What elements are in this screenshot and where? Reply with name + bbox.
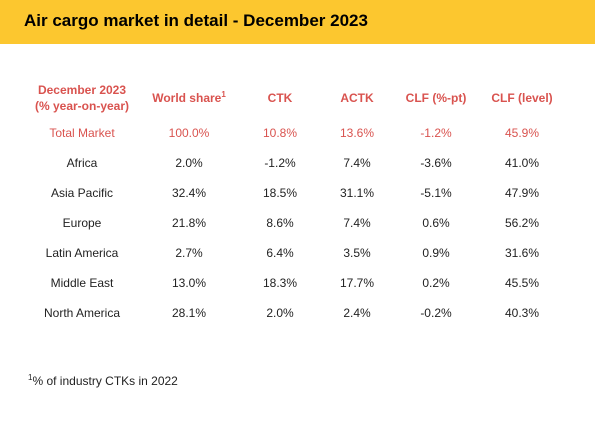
column-header-clf-level: CLF (level) xyxy=(478,78,566,118)
page-title: Air cargo market in detail - December 20… xyxy=(24,11,368,31)
column-header-world-share-label: World share xyxy=(152,91,221,105)
cell-clf-pt: -5.1% xyxy=(394,178,478,208)
cell-region: Asia Pacific xyxy=(26,178,138,208)
column-header-clf-pt: CLF (%-pt) xyxy=(394,78,478,118)
table-row-total: Total Market 100.0% 10.8% 13.6% -1.2% 45.9% xyxy=(26,118,566,148)
table-row: Europe 21.8% 8.6% 7.4% 0.6% 56.2% xyxy=(26,208,566,238)
cell-ctk: 18.5% xyxy=(240,178,320,208)
cell-ctk: 6.4% xyxy=(240,238,320,268)
cell-clf-pt: 0.6% xyxy=(394,208,478,238)
table-row: Middle East 13.0% 18.3% 17.7% 0.2% 45.5% xyxy=(26,268,566,298)
cell-ctk: -1.2% xyxy=(240,148,320,178)
cell-clf-level: 31.6% xyxy=(478,238,566,268)
cell-actk: 17.7% xyxy=(320,268,394,298)
cell-clf-pt: 0.9% xyxy=(394,238,478,268)
cell-clf-pt: -3.6% xyxy=(394,148,478,178)
header-bar: Air cargo market in detail - December 20… xyxy=(0,0,595,44)
cell-world-share: 13.0% xyxy=(138,268,240,298)
cell-region: Europe xyxy=(26,208,138,238)
cell-region: Total Market xyxy=(26,118,138,148)
column-header-period: December 2023 (% year-on-year) xyxy=(26,78,138,118)
cell-world-share: 32.4% xyxy=(138,178,240,208)
cell-world-share: 2.7% xyxy=(138,238,240,268)
cell-region: North America xyxy=(26,298,138,328)
footnote: 1% of industry CTKs in 2022 xyxy=(28,374,178,388)
cell-ctk: 2.0% xyxy=(240,298,320,328)
cell-ctk: 10.8% xyxy=(240,118,320,148)
cell-clf-pt: -1.2% xyxy=(394,118,478,148)
cell-world-share: 2.0% xyxy=(138,148,240,178)
cell-clf-level: 45.9% xyxy=(478,118,566,148)
cell-clf-level: 45.5% xyxy=(478,268,566,298)
column-header-world-share: World share1 xyxy=(138,78,240,118)
cell-region: Middle East xyxy=(26,268,138,298)
cell-clf-level: 41.0% xyxy=(478,148,566,178)
cell-ctk: 8.6% xyxy=(240,208,320,238)
cell-world-share: 21.8% xyxy=(138,208,240,238)
footnote-text: % of industry CTKs in 2022 xyxy=(32,374,177,388)
table-row: North America 28.1% 2.0% 2.4% -0.2% 40.3% xyxy=(26,298,566,328)
cell-actk: 13.6% xyxy=(320,118,394,148)
cell-region: Latin America xyxy=(26,238,138,268)
cell-ctk: 18.3% xyxy=(240,268,320,298)
cell-clf-pt: 0.2% xyxy=(394,268,478,298)
cell-clf-level: 56.2% xyxy=(478,208,566,238)
column-header-period-line2: (% year-on-year) xyxy=(35,99,129,113)
cell-clf-level: 40.3% xyxy=(478,298,566,328)
cell-world-share: 28.1% xyxy=(138,298,240,328)
table-row: Africa 2.0% -1.2% 7.4% -3.6% 41.0% xyxy=(26,148,566,178)
cell-actk: 7.4% xyxy=(320,208,394,238)
column-header-actk: ACTK xyxy=(320,78,394,118)
cell-actk: 7.4% xyxy=(320,148,394,178)
cell-actk: 2.4% xyxy=(320,298,394,328)
table-row: Latin America 2.7% 6.4% 3.5% 0.9% 31.6% xyxy=(26,238,566,268)
table-header-row: December 2023 (% year-on-year) World sha… xyxy=(26,78,566,118)
cell-clf-pt: -0.2% xyxy=(394,298,478,328)
column-header-ctk: CTK xyxy=(240,78,320,118)
cell-world-share: 100.0% xyxy=(138,118,240,148)
cell-clf-level: 47.9% xyxy=(478,178,566,208)
cell-actk: 31.1% xyxy=(320,178,394,208)
cell-region: Africa xyxy=(26,148,138,178)
column-header-period-line1: December 2023 xyxy=(38,83,126,97)
cell-actk: 3.5% xyxy=(320,238,394,268)
footnote-marker: 1 xyxy=(221,90,225,99)
table-row: Asia Pacific 32.4% 18.5% 31.1% -5.1% 47.9% xyxy=(26,178,566,208)
table-body: Total Market 100.0% 10.8% 13.6% -1.2% 45.9% Af… xyxy=(26,118,566,328)
cargo-table: December 2023 (% year-on-year) World sha… xyxy=(26,78,566,328)
